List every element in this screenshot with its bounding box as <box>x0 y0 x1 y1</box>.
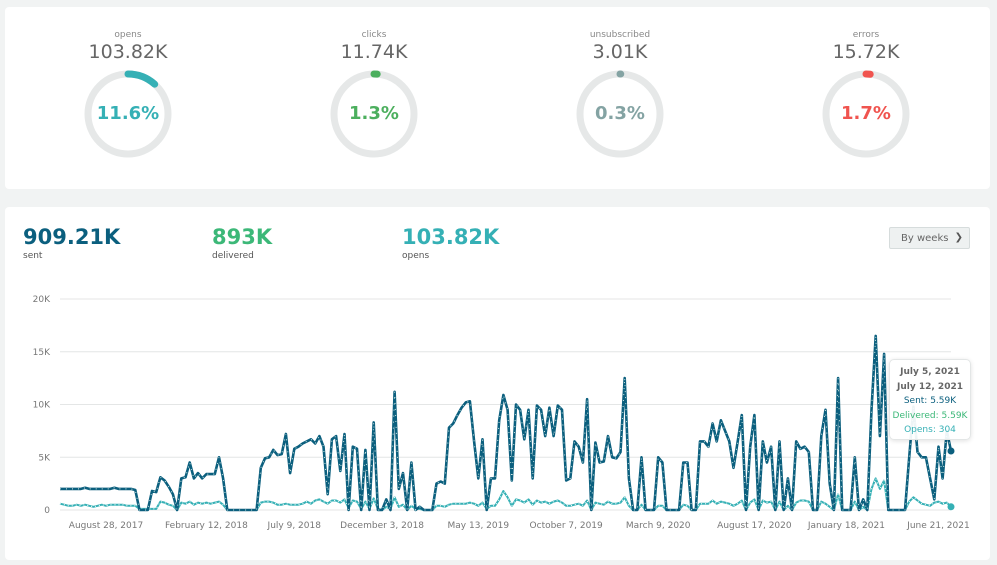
tooltip-date-start: July 5, 2021 <box>900 367 960 377</box>
opens-series-dots <box>59 477 952 512</box>
y-tick-label: 10K <box>33 401 51 411</box>
stat-opens: 103.82K opens <box>402 225 499 261</box>
x-tick-label: May 13, 2019 <box>448 521 510 531</box>
gauge-arc <box>330 70 418 158</box>
gauge-arc <box>84 70 172 158</box>
gauge-label: opens <box>114 30 142 40</box>
tooltip-sent: Sent: 5.59K <box>903 396 957 406</box>
x-tick-label: October 7, 2019 <box>530 521 604 531</box>
gauge-percent: 1.3% <box>349 103 399 124</box>
stat-label: sent <box>23 251 43 261</box>
gauge-value: 11.74K <box>340 41 408 63</box>
gauge-value: 15.72K <box>832 41 900 63</box>
chart-tooltip: July 5, 2021 July 12, 2021 Sent: 5.59K D… <box>889 359 971 440</box>
gauge-label: unsubscribed <box>589 30 651 40</box>
stat-value: 909.21K <box>23 225 121 249</box>
gauge-value: 103.82K <box>88 41 168 63</box>
gauge-percent: 0.3% <box>595 103 645 124</box>
y-tick-label: 20K <box>33 295 51 305</box>
x-tick-label: March 9, 2020 <box>626 521 691 531</box>
x-tick-label: February 12, 2018 <box>165 521 248 531</box>
period-select[interactable]: By weeks ❯ <box>889 227 970 249</box>
stat-label: delivered <box>212 251 254 261</box>
tooltip-opens: Opens: 304 <box>904 425 956 435</box>
gauge-label: clicks <box>361 30 387 40</box>
sent-hover-point[interactable] <box>947 447 955 455</box>
stat-value: 103.82K <box>402 225 500 249</box>
stat-label: opens <box>402 251 430 261</box>
y-tick-label: 0 <box>44 506 50 516</box>
engagement-summary-card: opens 103.82K 11.6% clicks 11.74K 1.3% u… <box>5 7 990 189</box>
gauge-percent: 11.6% <box>96 103 160 124</box>
gauge-ring <box>576 70 664 158</box>
period-select-value: By weeks <box>901 233 949 244</box>
gauge-value: 3.01K <box>592 41 648 63</box>
y-tick-label: 5K <box>38 453 51 463</box>
gauge-arc <box>576 70 664 158</box>
y-tick-label: 15K <box>33 348 51 358</box>
x-tick-label: August 28, 2017 <box>69 521 143 531</box>
x-tick-label: August 17, 2020 <box>717 521 792 531</box>
gauge-ring <box>822 70 910 158</box>
x-tick-label: July 9, 2018 <box>267 521 322 531</box>
gauge-arc <box>822 70 910 158</box>
x-tick-label: June 21, 2021 <box>906 521 970 531</box>
gauge-label: errors <box>852 30 880 40</box>
gauge-ring <box>84 70 172 158</box>
chevron-down-icon: ❯ <box>954 232 963 243</box>
gauge-ring <box>330 70 418 158</box>
stat-sent: 909.21K sent <box>23 225 120 261</box>
x-tick-label: December 3, 2018 <box>340 521 424 531</box>
x-tick-label: January 18, 2021 <box>807 521 885 531</box>
stat-delivered: 893K delivered <box>212 225 272 261</box>
tooltip-date-end: July 12, 2021 <box>897 381 963 392</box>
stat-value: 893K <box>212 225 273 249</box>
gauge-percent: 1.7% <box>841 103 891 124</box>
tooltip-delivered: Delivered: 5.59K <box>892 410 968 421</box>
opens-hover-point[interactable] <box>947 503 955 511</box>
sent-series-line <box>60 334 953 512</box>
